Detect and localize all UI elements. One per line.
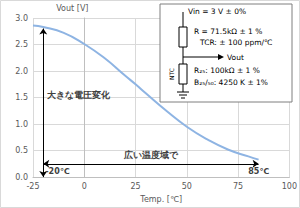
svg-text:Vin = 3 V ± 0%: Vin = 3 V ± 0% bbox=[188, 7, 246, 16]
svg-text:3.0: 3.0 bbox=[15, 14, 28, 23]
svg-text:75: 75 bbox=[233, 182, 243, 191]
svg-text:0.0: 0.0 bbox=[15, 173, 28, 182]
svg-text:50: 50 bbox=[182, 182, 192, 191]
svg-text:R = 71.5kΩ ± 1 %: R = 71.5kΩ ± 1 % bbox=[194, 27, 262, 36]
svg-text:-25: -25 bbox=[26, 182, 39, 191]
svg-text:大きな電圧変化: 大きな電圧変化 bbox=[47, 90, 111, 100]
svg-text:2.5: 2.5 bbox=[15, 40, 28, 49]
svg-text:100: 100 bbox=[282, 182, 297, 191]
svg-text:Vout: Vout bbox=[227, 53, 244, 62]
svg-text:TCR: ± 100 ppm/℃: TCR: ± 100 ppm/℃ bbox=[199, 38, 272, 47]
svg-text:広い温度域で: 広い温度域で bbox=[123, 150, 179, 160]
svg-text:-20℃: -20℃ bbox=[45, 167, 69, 176]
svg-text:85℃: 85℃ bbox=[248, 167, 269, 176]
svg-text:R₂₅: 100kΩ ± 1 %: R₂₅: 100kΩ ± 1 % bbox=[194, 66, 260, 75]
svg-text:Vout [V]: Vout [V] bbox=[56, 4, 88, 13]
svg-text:NTC: NTC bbox=[168, 68, 175, 80]
svg-text:2.0: 2.0 bbox=[15, 67, 28, 76]
svg-text:1.5: 1.5 bbox=[15, 93, 28, 102]
svg-text:1.0: 1.0 bbox=[15, 120, 28, 129]
svg-text:0: 0 bbox=[82, 182, 87, 191]
svg-text:0.5: 0.5 bbox=[15, 146, 28, 155]
svg-text:B₂₅/₅₀: 4250 K ± 1%: B₂₅/₅₀: 4250 K ± 1% bbox=[194, 78, 268, 87]
svg-text:Temp. [℃]: Temp. [℃] bbox=[139, 195, 182, 204]
svg-text:25: 25 bbox=[130, 182, 140, 191]
